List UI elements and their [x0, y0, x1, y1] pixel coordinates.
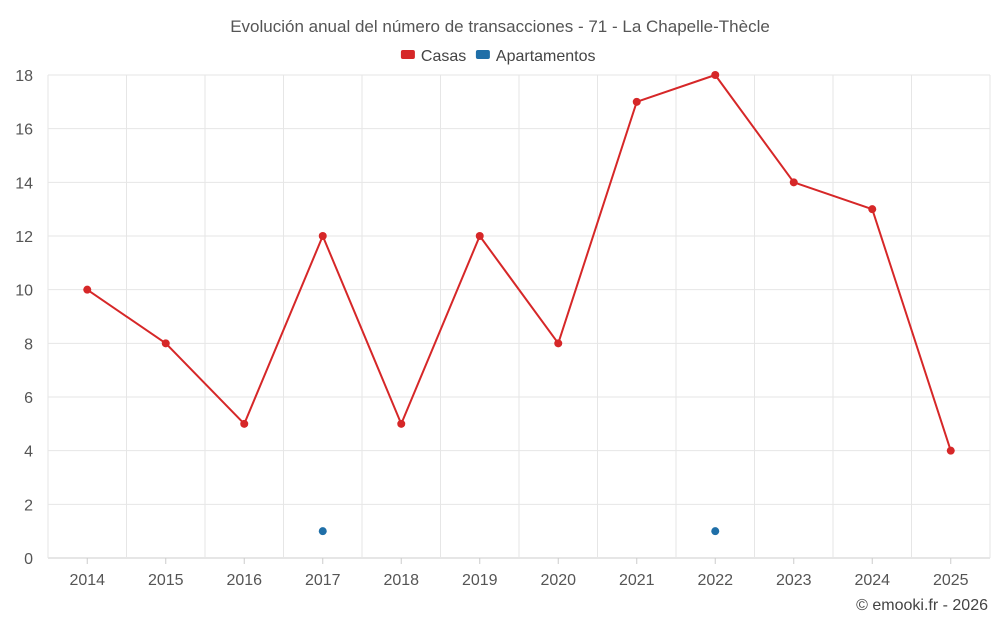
x-tick-label: 2020: [540, 572, 576, 589]
data-point-casas: [946, 446, 955, 455]
x-tick-label: 2024: [854, 572, 890, 589]
credit-text: © emooki.fr - 2026: [856, 597, 988, 614]
data-point-apartamentos: [711, 527, 720, 536]
x-tick-label: 2018: [383, 572, 419, 589]
x-tick-label: 2022: [697, 572, 733, 589]
data-point-casas: [632, 97, 641, 106]
y-tick-label: 12: [15, 229, 33, 246]
x-tick-label: 2019: [462, 572, 498, 589]
y-tick-label: 2: [24, 497, 33, 514]
x-tick-label: 2017: [305, 572, 341, 589]
x-tick-label: 2023: [776, 572, 812, 589]
data-point-casas: [789, 178, 798, 187]
x-tick-label: 2021: [619, 572, 655, 589]
grid: [47, 74, 991, 559]
data-point-casas: [83, 285, 92, 294]
y-tick-label: 0: [24, 551, 33, 568]
x-tick-label: 2016: [226, 572, 262, 589]
y-tick-label: 4: [24, 444, 33, 461]
y-tick-label: 16: [15, 122, 33, 139]
data-point-casas: [868, 205, 877, 214]
series-apartamentos: [318, 527, 720, 536]
series-line-casas: [86, 74, 952, 451]
legend-label: Casas: [421, 48, 466, 65]
legend-swatch: [400, 50, 415, 59]
y-tick-label: 6: [24, 390, 33, 407]
series-casas: [83, 71, 955, 455]
y-tick-label: 14: [15, 175, 33, 192]
data-point-casas: [711, 71, 720, 79]
y-tick-label: 10: [15, 283, 33, 300]
data-point-casas: [397, 419, 406, 428]
data-point-casas: [554, 339, 563, 348]
x-axis: 2014 2015 2016 2017 2018 2019 2020 2021 2022 2023…: [69, 558, 969, 589]
legend-item-apartamentos: Apartamentos: [475, 48, 596, 65]
data-point-casas: [240, 419, 249, 428]
y-axis: 0 2 4 6 8 10 12 14 16 18: [15, 68, 33, 568]
chart-title: Evolución anual del número de transaccio…: [230, 17, 770, 36]
series-layer: [83, 71, 955, 536]
x-tick-label: 2015: [148, 572, 184, 589]
data-point-apartamentos: [318, 527, 327, 536]
y-tick-label: 18: [15, 68, 33, 85]
x-tick-label: 2025: [933, 572, 969, 589]
data-point-casas: [475, 232, 484, 240]
legend: Casas Apartamentos: [400, 48, 596, 65]
x-tick-label: 2014: [69, 572, 105, 589]
data-point-casas: [161, 339, 170, 348]
y-tick-label: 8: [24, 336, 33, 353]
data-point-casas: [318, 232, 327, 240]
legend-item-casas: Casas: [400, 48, 466, 65]
legend-label: Apartamentos: [496, 48, 596, 65]
legend-swatch: [475, 50, 490, 59]
